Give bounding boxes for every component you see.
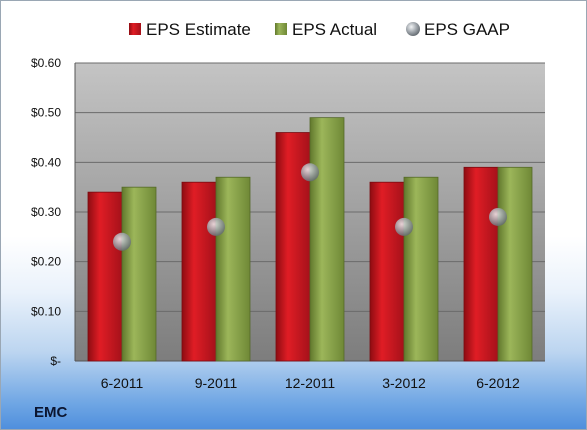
marker-eps-gaap [489, 207, 507, 226]
marker-eps-gaap [207, 217, 225, 236]
legend-eps-estimate: EPS Estimate [129, 20, 251, 39]
bar-eps-estimate [369, 181, 405, 362]
y-tick-label: $0.40 [31, 155, 61, 169]
legend-label: EPS Estimate [146, 20, 251, 39]
x-tick-label: 12-2011 [285, 375, 336, 391]
y-tick-label: $0.60 [31, 56, 61, 70]
x-tick-label: 3-2012 [382, 375, 426, 391]
legend-eps-gaap: EPS GAAP [406, 20, 510, 39]
bar-eps-actual [497, 166, 533, 362]
y-tick-label: $0.50 [31, 106, 61, 120]
y-tick-label: $0.10 [31, 304, 61, 318]
x-tick-label: 9-2011 [195, 375, 238, 391]
company-label: EMC [34, 404, 68, 421]
legend-swatch [129, 23, 141, 35]
y-tick-label: $0.20 [31, 255, 61, 269]
x-tick-label: 6-2011 [101, 375, 144, 391]
bar-eps-estimate [87, 191, 123, 362]
legend-label: EPS GAAP [424, 20, 510, 39]
legend: EPS Estimate EPS Actual EPS GAAP [129, 20, 510, 39]
bar-eps-actual [403, 176, 439, 362]
marker-eps-gaap [113, 232, 131, 251]
plot-area: $- $0.10 $0.20 $0.30 $0.40 $0.50 $0.60 6-2011 9-… [31, 56, 545, 391]
bar-eps-actual [309, 117, 345, 362]
legend-eps-actual: EPS Actual [275, 20, 377, 39]
bar-eps-estimate [463, 166, 499, 362]
legend-label: EPS Actual [292, 20, 377, 39]
marker-eps-gaap [395, 217, 413, 236]
legend-swatch [406, 22, 420, 36]
y-tick-label: $0.30 [31, 205, 61, 219]
marker-eps-gaap [301, 163, 319, 182]
x-tick-label: 6-2012 [476, 375, 520, 391]
legend-swatch [275, 23, 287, 35]
y-tick-label: $- [50, 354, 61, 368]
bar-eps-actual [215, 176, 251, 362]
bar-eps-actual [121, 186, 157, 362]
bar-eps-estimate [181, 181, 217, 362]
